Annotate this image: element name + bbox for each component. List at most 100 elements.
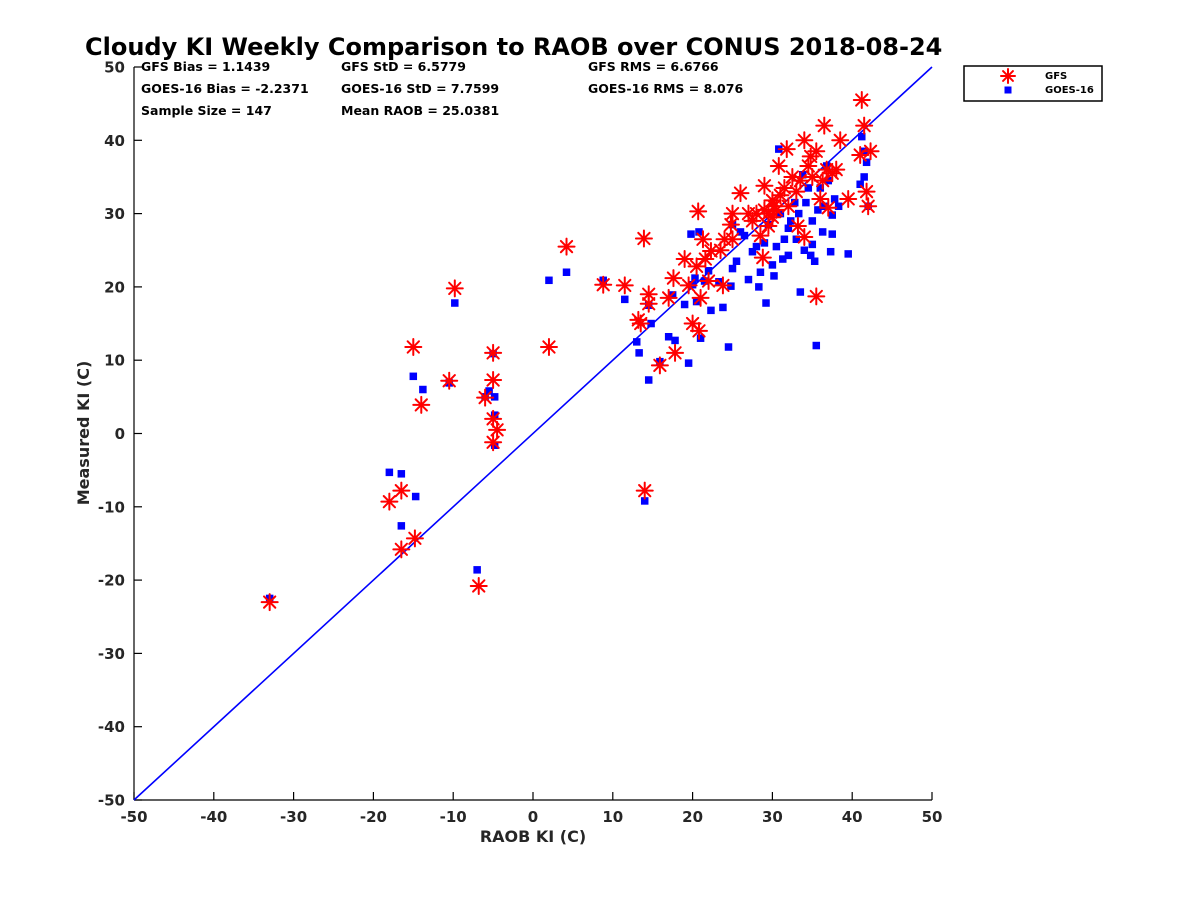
gfs-point	[857, 182, 876, 201]
goes16-point	[397, 470, 406, 478]
gfs-point	[767, 200, 786, 219]
y-tick-label: 50	[104, 59, 125, 77]
goes16-point	[812, 341, 821, 350]
stat-gfs-std: GFS StD = 6.5779	[341, 59, 466, 74]
goes16-point	[796, 288, 805, 296]
gfs-point	[839, 189, 858, 208]
goes16-point	[695, 228, 703, 236]
goes16-point	[816, 184, 825, 192]
x-tick-label: 40	[842, 808, 863, 826]
gfs-point	[687, 257, 706, 276]
y-tick-label: 0	[115, 425, 125, 443]
gfs-point	[404, 338, 423, 357]
gfs-point	[557, 237, 576, 256]
gfs-point	[484, 343, 503, 362]
goes16-point	[818, 228, 827, 236]
gfs-point	[634, 229, 653, 248]
x-tick-label: 0	[528, 808, 538, 826]
x-tick-label: -50	[120, 808, 147, 826]
goes16-point	[798, 171, 807, 179]
goes16-point	[684, 359, 693, 367]
goes16-point	[808, 217, 817, 225]
gfs-point	[469, 576, 488, 595]
goes16-point	[632, 338, 641, 346]
gfs-point	[723, 230, 742, 249]
gfs-point	[751, 226, 770, 245]
goes16-point	[545, 276, 553, 285]
goes16-point	[485, 387, 493, 395]
gfs-point	[807, 142, 826, 161]
goes16-point	[770, 272, 778, 280]
stat-gfs-bias: GFS Bias = 1.1439	[141, 59, 270, 74]
goes16-point	[752, 242, 761, 251]
gfs-point	[440, 371, 459, 390]
goes16-point	[802, 198, 810, 207]
gfs-point	[691, 288, 710, 307]
stat-sample-size: Sample Size = 147	[141, 103, 272, 118]
goes16-point	[756, 268, 765, 276]
goes16-point	[808, 240, 817, 249]
y-tick-label: 10	[104, 352, 125, 370]
goes16-point	[409, 372, 418, 381]
gfs-point	[815, 116, 834, 135]
goes16-point	[732, 257, 741, 265]
legend-asterisk-icon	[1000, 68, 1016, 84]
x-tick-label: 50	[922, 808, 943, 826]
gfs-point	[723, 204, 742, 223]
goes16-point	[691, 274, 699, 282]
goes16-point	[419, 385, 427, 394]
goes16-point	[780, 235, 789, 244]
goes16-point	[671, 336, 679, 345]
gfs-point	[827, 160, 846, 179]
goes16-point	[490, 411, 499, 419]
gfs-point	[731, 184, 750, 203]
goes16-point	[762, 299, 770, 307]
goes16-point	[862, 158, 871, 167]
goes16-point	[784, 251, 793, 260]
stat-gfs-rms: GFS RMS = 6.6766	[588, 59, 719, 74]
y-tick-label: -30	[98, 645, 125, 663]
goes16-point	[451, 299, 459, 307]
goes16-point	[755, 283, 763, 291]
x-tick-label: -10	[440, 808, 467, 826]
goes16-point	[473, 566, 481, 574]
gfs-point	[775, 178, 794, 197]
goes16-point	[385, 468, 394, 477]
stats-block: GFS Bias = 1.1439 GFS StD = 6.5779 GFS R…	[141, 59, 743, 118]
goes16-point	[744, 275, 753, 284]
legend-label-gfs: GFS	[1045, 71, 1067, 82]
goes16-point	[844, 250, 852, 258]
gfs-point	[639, 294, 658, 313]
gfs-point	[539, 338, 558, 357]
goes16-point	[860, 173, 868, 181]
goes16-point	[830, 195, 839, 203]
y-tick-label: 40	[104, 132, 125, 150]
gfs-point	[831, 131, 850, 150]
gfs-point	[788, 217, 807, 236]
goes16-point	[696, 334, 705, 342]
goes16-point	[704, 267, 713, 275]
goes16-point	[687, 230, 695, 238]
goes16-point	[644, 376, 653, 384]
goes16-point	[826, 247, 835, 256]
gfs-point	[753, 248, 772, 267]
goes16-point	[397, 522, 406, 530]
gfs-point	[713, 276, 732, 295]
y-tick-label: 30	[104, 205, 125, 223]
gfs-point	[721, 215, 740, 234]
x-tick-label: -40	[200, 808, 227, 826]
goes16-point	[792, 235, 801, 244]
legend: GFS GOES-16	[963, 65, 1103, 102]
gfs-point	[769, 156, 788, 175]
legend-label-goes16: GOES-16	[1045, 85, 1094, 96]
goes16-point	[562, 268, 571, 276]
goes16-point	[834, 202, 843, 211]
y-tick-label: -40	[98, 718, 125, 736]
gfs-point	[405, 529, 424, 548]
x-axis-label: RAOB KI (C)	[480, 827, 586, 846]
goes16-point	[828, 211, 836, 219]
goes16-point	[828, 230, 836, 238]
stat-goes-std: GOES-16 StD = 7.7599	[341, 81, 499, 96]
goes16-point	[858, 132, 866, 141]
